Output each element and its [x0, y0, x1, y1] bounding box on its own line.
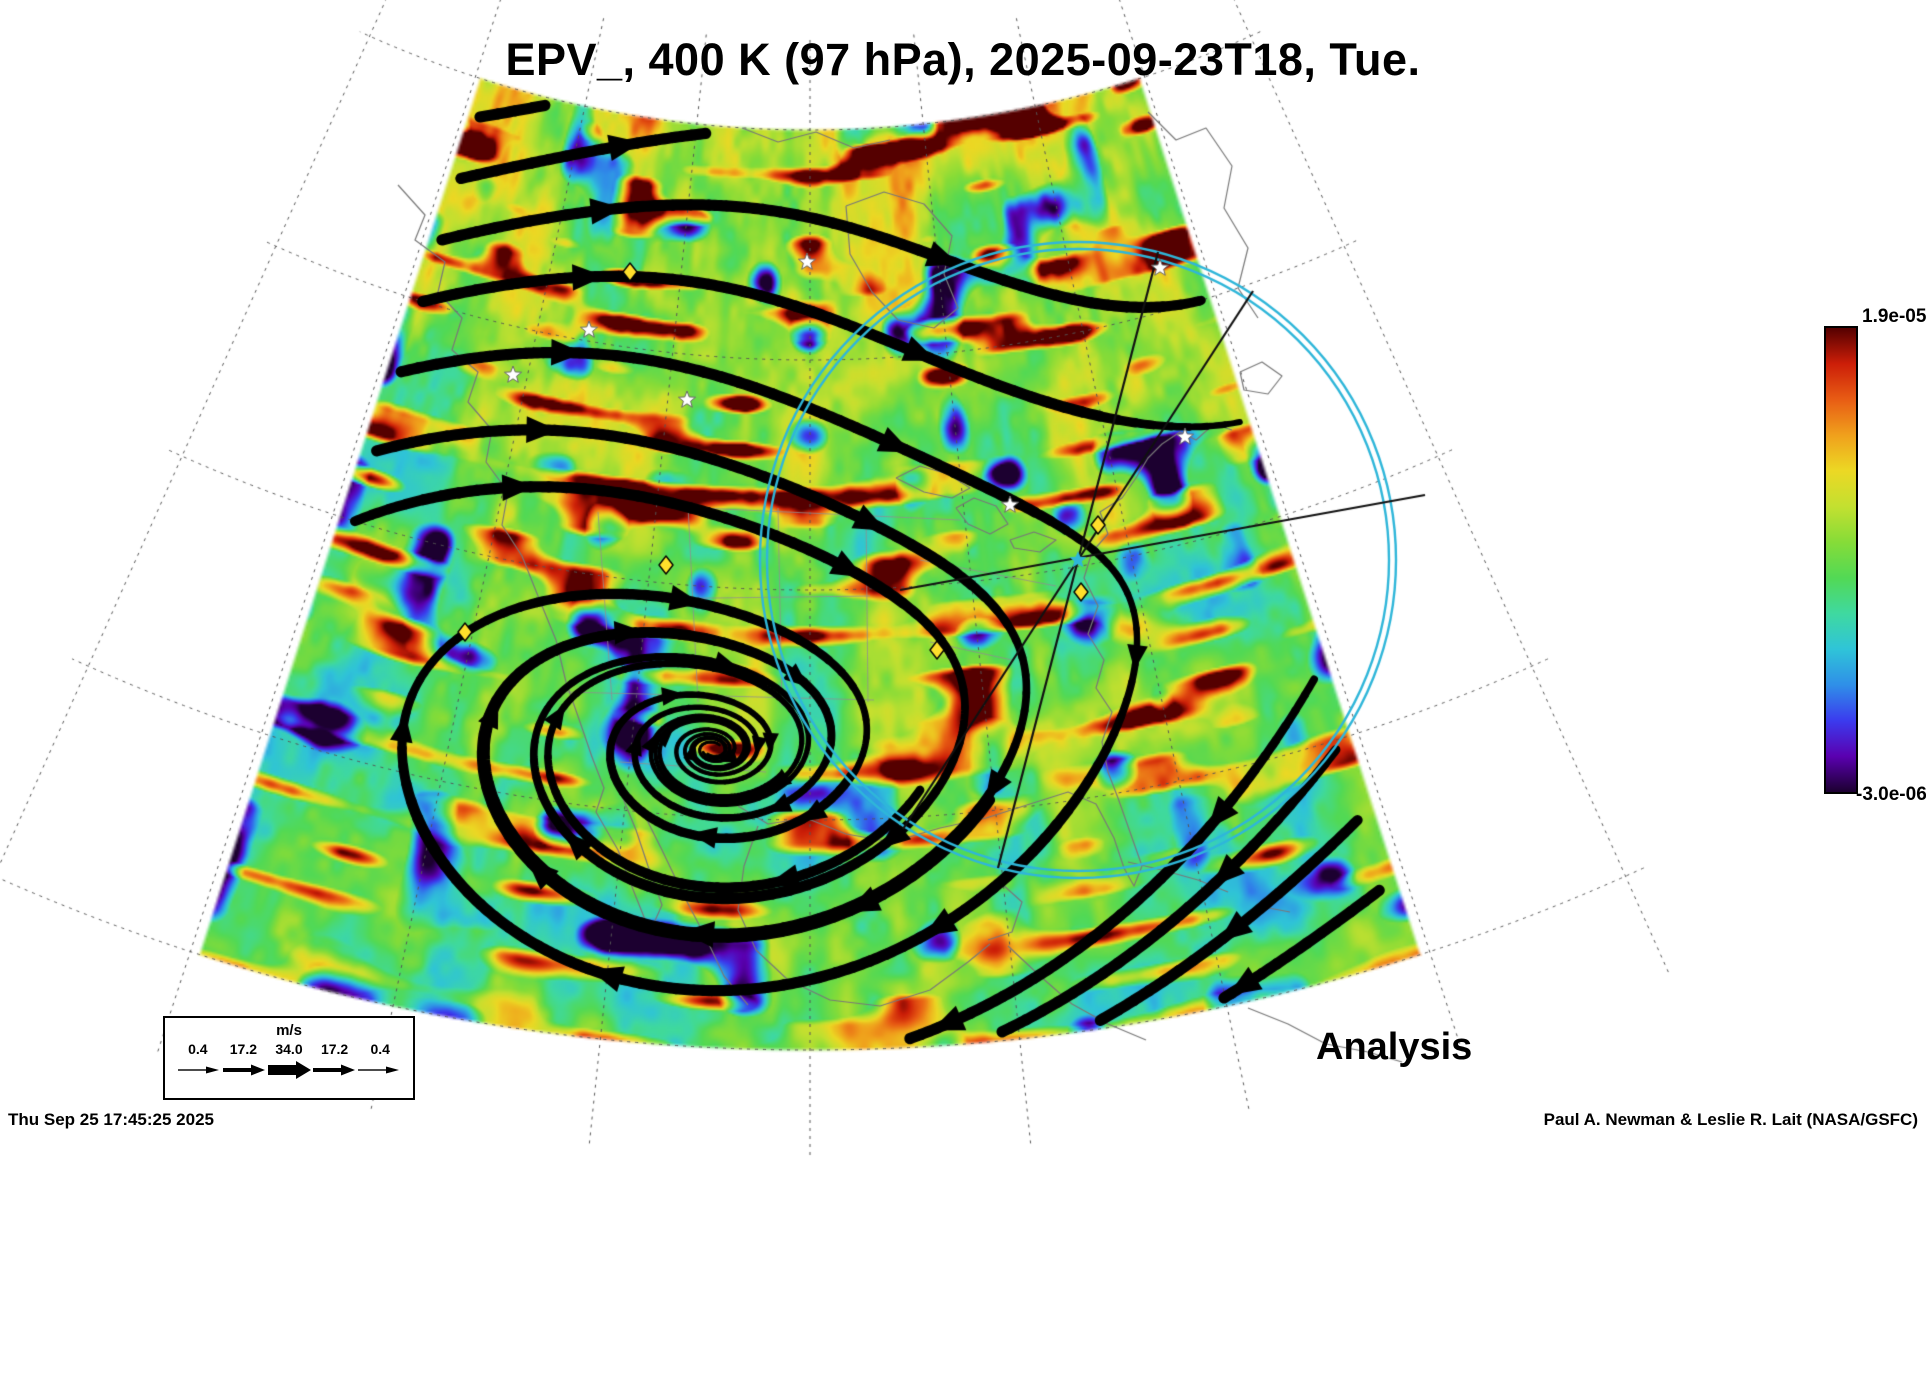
wind-speed-value: 17.2: [320, 1041, 349, 1057]
wind-speed-value: 17.2: [229, 1041, 258, 1057]
plot-title: EPV_, 400 K (97 hPa), 2025-09-23T18, Tue…: [505, 34, 1421, 85]
colorbar-gradient: [1824, 326, 1858, 794]
wind-speed-value: 0.4: [370, 1041, 390, 1057]
wind-speed-legend: m/s 0.4 17.2 34.0 17.2 0.4: [163, 1016, 415, 1100]
colorbar-max-label: 1.9e-05: [1862, 306, 1926, 327]
product-type-label: Analysis: [1316, 1026, 1473, 1068]
wind-speed-values: 0.4 17.2 34.0 17.2 0.4: [165, 1041, 413, 1057]
colorbar-min-label: -3.0e-06: [1856, 784, 1926, 805]
wind-speed-value: 0.4: [188, 1041, 208, 1057]
colorbar: 1.9e-05 -3.0e-06: [1820, 306, 1926, 826]
wind-units-label: m/s: [276, 1022, 302, 1039]
wind-scale-arrows-icon: [178, 1061, 399, 1079]
wind-speed-value: 34.0: [275, 1041, 303, 1057]
creation-timestamp: Thu Sep 25 17:45:25 2025: [8, 1110, 215, 1129]
credit-line: Paul A. Newman & Leslie R. Lait (NASA/GS…: [1543, 1110, 1918, 1129]
